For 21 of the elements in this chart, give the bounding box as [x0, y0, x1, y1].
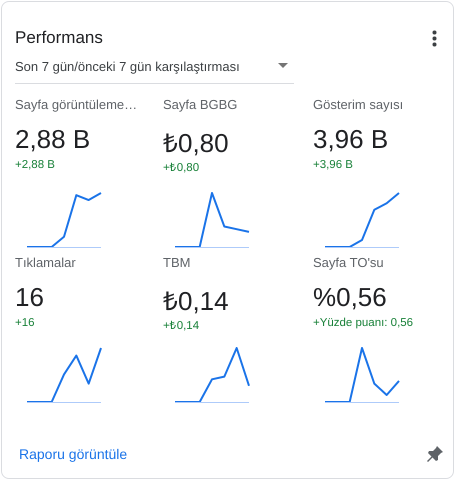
text: +3,96 B — [313, 159, 353, 171]
text: Raporu görüntüle — [19, 446, 128, 462]
text: +₺0,14 — [163, 319, 200, 332]
text: +16 — [15, 317, 35, 329]
chart-title: Gösterim sayısı — [313, 97, 404, 112]
text: +Yüzde puanı: 0,56 — [313, 317, 414, 329]
chart-title: TBM — [163, 255, 190, 270]
chart-subtitle: 2,88 B — [15, 124, 90, 155]
text: Performans — [15, 28, 103, 48]
chart-title: Tıklamalar — [15, 255, 76, 270]
chart-subtitle: 3,96 B — [313, 124, 388, 155]
chart-subtitle: %0,56 — [313, 282, 387, 313]
chart-subtitle: 16 — [15, 282, 44, 313]
chart-title: Sayfa BGBG — [163, 97, 238, 112]
text: +2,88 B — [15, 159, 55, 171]
chart-subtitle: ₺0,80 — [163, 127, 229, 160]
chart-subtitle: ₺0,14 — [163, 285, 229, 318]
chart-title: Sayfa TO'su — [313, 255, 384, 270]
text: Son 7 gün/önceki 7 gün karşılaştırması — [15, 59, 240, 74]
text: +₺0,80 — [163, 161, 200, 174]
chart-title: Sayfa görüntüleme… — [15, 97, 138, 112]
